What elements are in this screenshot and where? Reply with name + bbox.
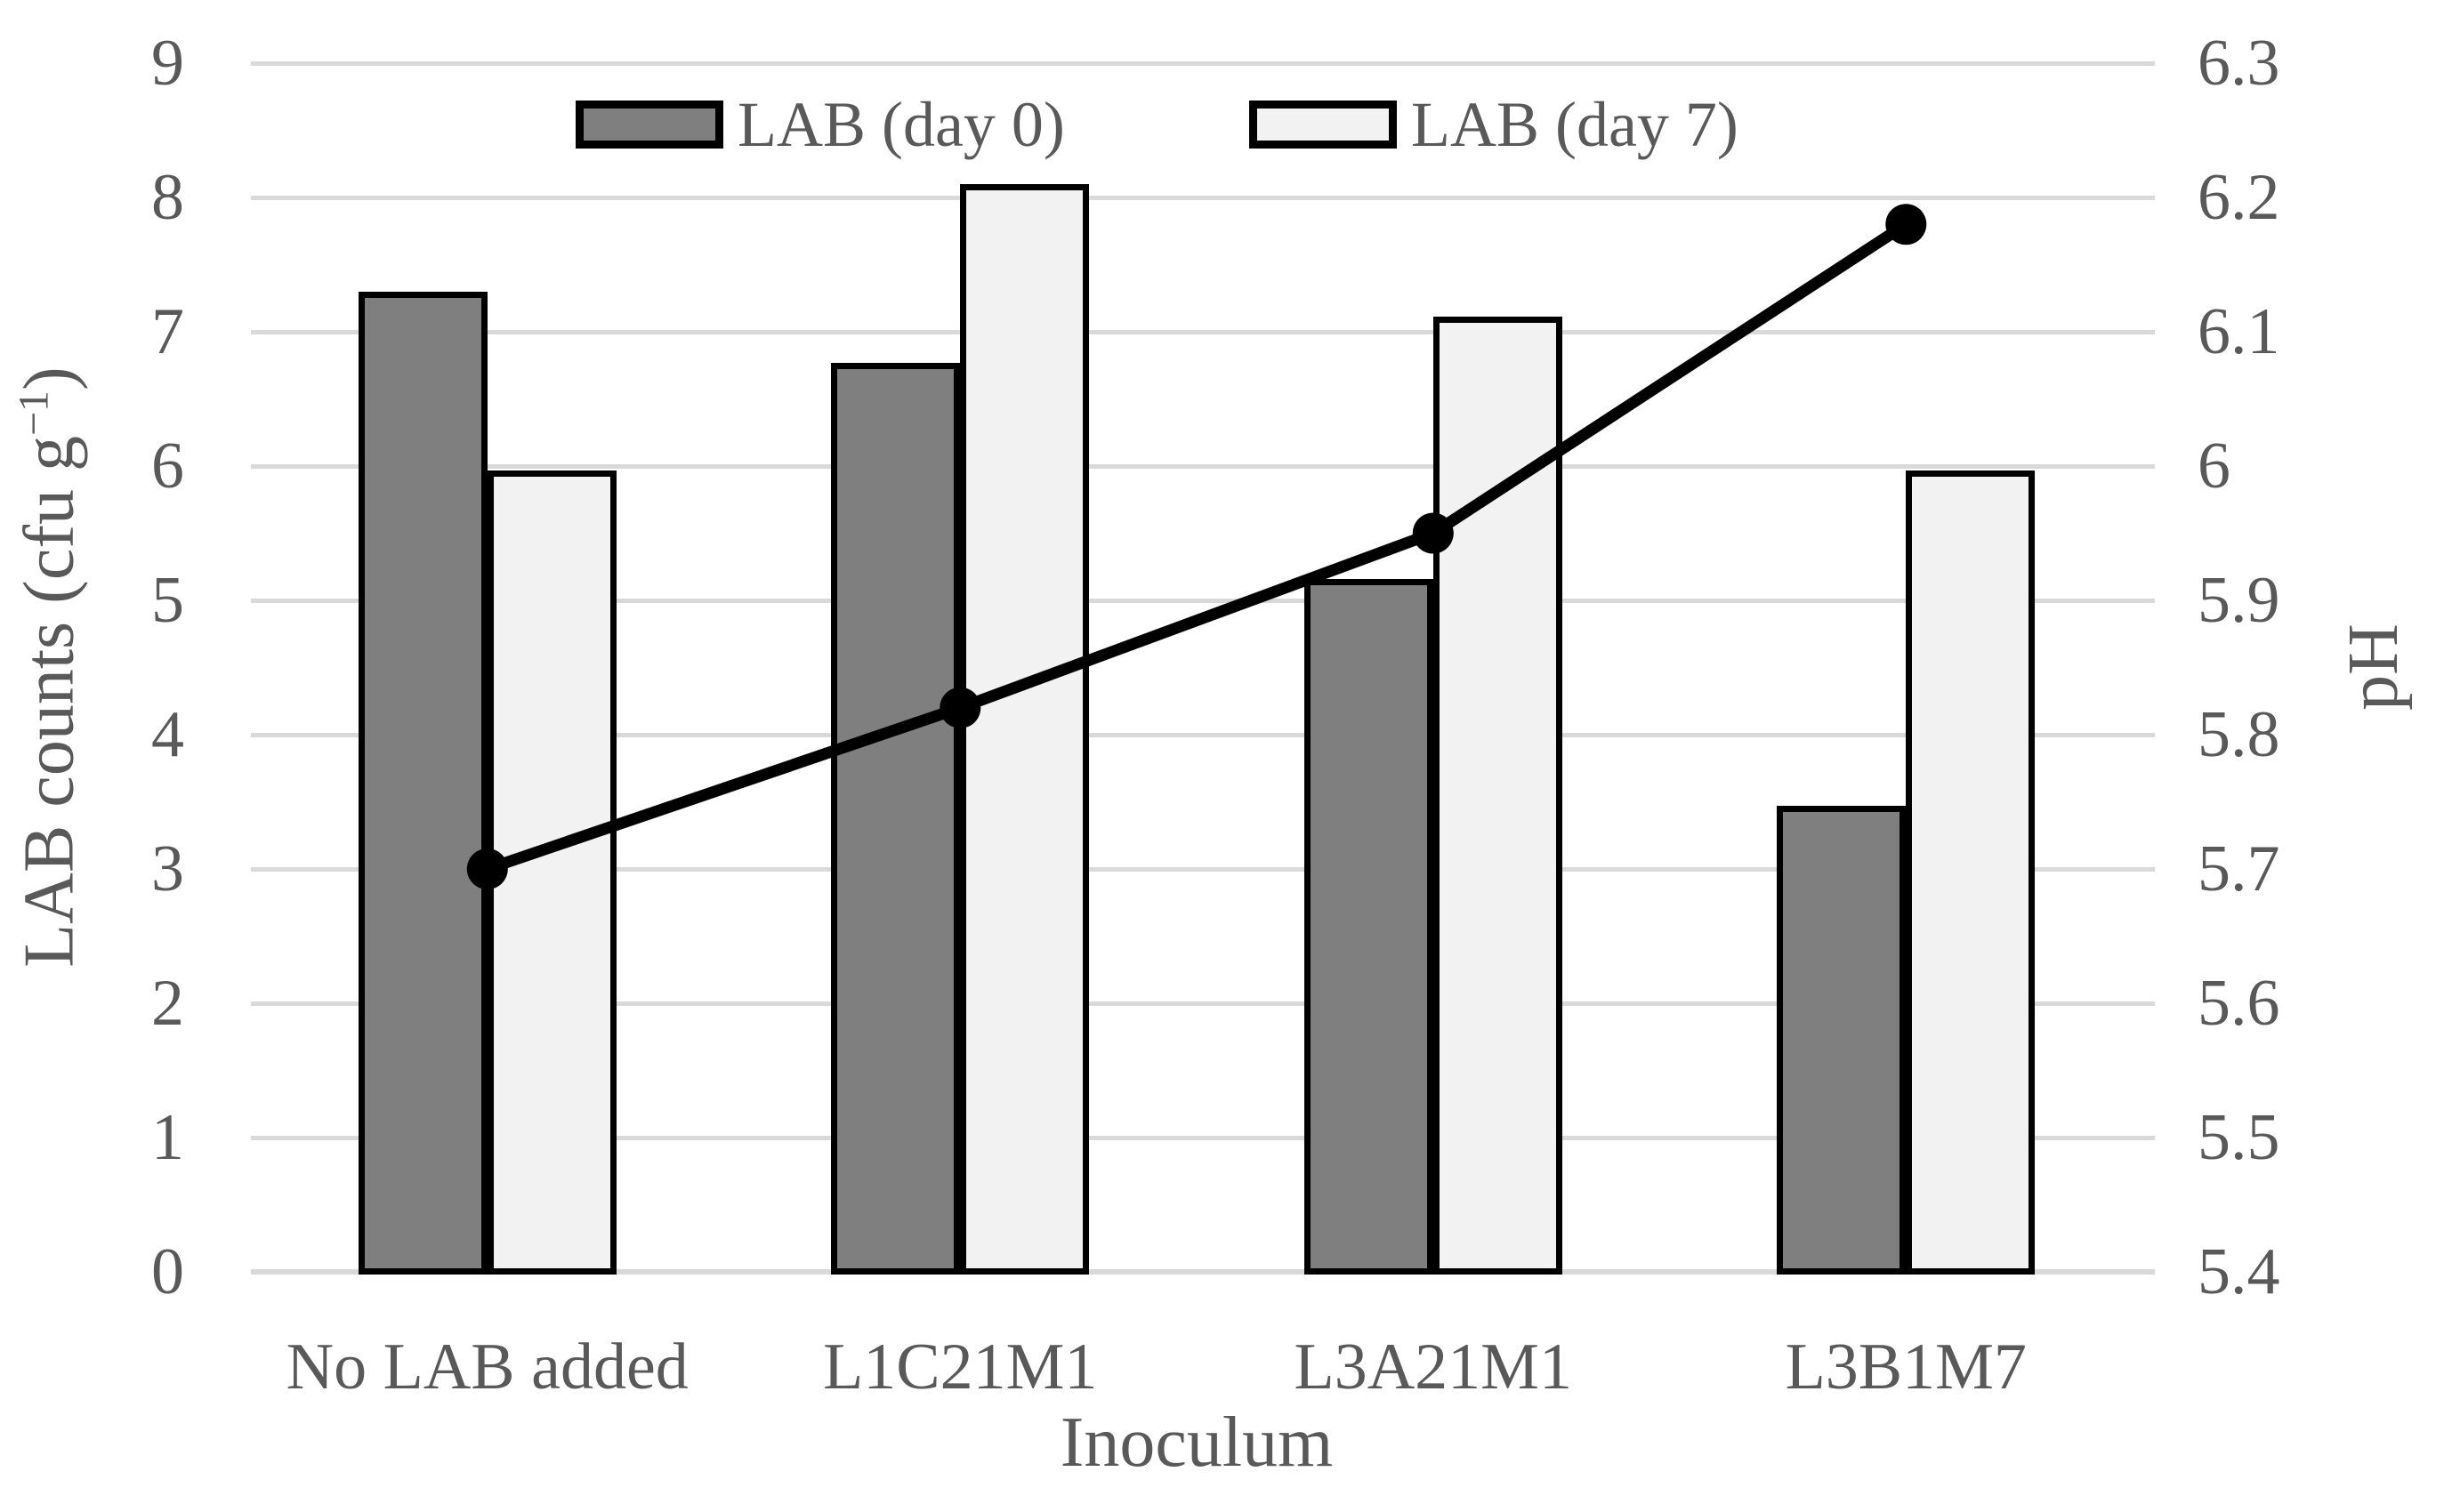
legend-item-day7: LAB (day 7) [1249, 92, 1738, 157]
gridline [251, 329, 2155, 334]
gridline [251, 1001, 2155, 1006]
y-axis-right-tick-label: 5.8 [2198, 698, 2280, 771]
y-axis-left-title-superscript: −1 [10, 390, 58, 437]
y-axis-left-tick-label: 2 [151, 967, 184, 1040]
gridline [251, 195, 2155, 200]
legend-label-day0: LAB (day 0) [738, 89, 1065, 160]
bar-lab-day-7 [1432, 317, 1562, 1275]
x-axis-title: Inoculum [1060, 1403, 1334, 1482]
x-axis-line [251, 1269, 2155, 1275]
x-axis-category-label: L3B1M7 [1785, 1331, 2027, 1403]
y-axis-left-tick-label: 1 [151, 1101, 184, 1174]
y-axis-left-tick-label: 0 [151, 1235, 184, 1308]
y-axis-left-title-text: LAB counts (cfu g [10, 436, 89, 968]
y-axis-right-tick-label: 5.9 [2198, 564, 2280, 637]
bar-lab-day-0 [831, 362, 961, 1275]
y-axis-left-tick-label: 8 [151, 161, 184, 234]
y-axis-left-tick-label: 3 [151, 832, 184, 905]
legend-swatch-day0 [576, 101, 723, 149]
bar-lab-day-7 [487, 470, 617, 1275]
legend-label-day7: LAB (day 7) [1411, 89, 1738, 160]
x-axis-category-label: L1C21M1 [823, 1331, 1098, 1403]
y-axis-right-tick-label: 6.2 [2198, 161, 2280, 234]
bar-lab-day-7 [960, 183, 1090, 1275]
y-axis-right-tick-label: 6.3 [2198, 27, 2280, 100]
y-axis-left-tick-label: 4 [151, 698, 184, 771]
y-axis-left-tick-label: 5 [151, 564, 184, 637]
legend-swatch-day7 [1249, 101, 1397, 149]
gridline [251, 463, 2155, 469]
legend-item-day0: LAB (day 0) [576, 92, 1065, 157]
y-axis-right-tick-label: 5.5 [2198, 1101, 2280, 1174]
gridline [251, 60, 2155, 66]
bar-lab-day-0 [1777, 806, 1907, 1275]
gridline [251, 1135, 2155, 1140]
bar-lab-day-7 [1906, 470, 2036, 1275]
y-axis-left-tick-label: 9 [151, 27, 184, 100]
y-axis-left-tick-label: 7 [151, 295, 184, 368]
ph-marker [1885, 204, 1927, 245]
y-axis-right-tick-label: 5.7 [2198, 832, 2280, 905]
bar-lab-day-0 [1303, 578, 1433, 1275]
y-axis-right-tick-label: 5.4 [2198, 1235, 2280, 1308]
y-axis-left-title: LAB counts (cfu g−1) [10, 366, 89, 968]
ph-line [481, 218, 1912, 875]
y-axis-right-tick-label: 6.1 [2198, 295, 2280, 368]
y-axis-right-tick-label: 5.6 [2198, 967, 2280, 1040]
y-axis-left-title-close: ) [10, 366, 89, 390]
bar-lab-day-0 [358, 291, 488, 1275]
y-axis-right-tick-label: 6 [2198, 430, 2230, 503]
y-axis-right-title: pH [2335, 623, 2413, 711]
x-axis-category-label: No LAB added [286, 1331, 689, 1403]
y-axis-left-tick-label: 6 [151, 430, 184, 503]
x-axis-category-label: L3A21M1 [1294, 1331, 1572, 1403]
